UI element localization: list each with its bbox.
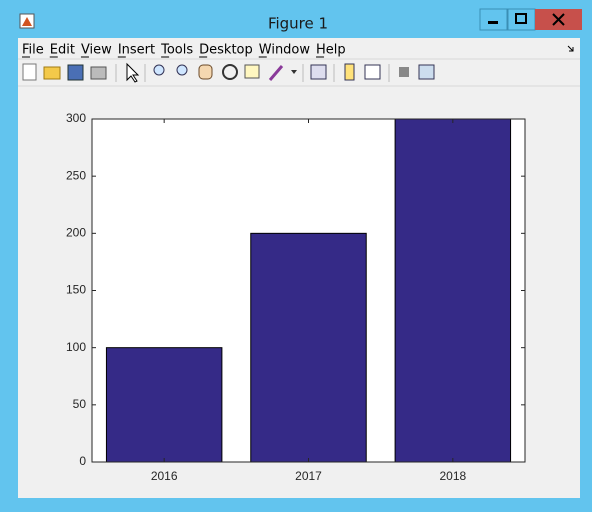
zoom-in-icon[interactable] <box>153 64 165 76</box>
y-tick-label: 50 <box>73 397 87 411</box>
colorbar-icon[interactable] <box>344 63 355 81</box>
legend-icon[interactable] <box>364 64 381 80</box>
menu-dock-arrow[interactable] <box>567 45 574 52</box>
close-glyph <box>552 13 565 26</box>
menu-item[interactable]: Window <box>259 43 311 58</box>
brush-dropdown[interactable] <box>291 70 297 74</box>
menu-item[interactable]: Help <box>316 43 346 58</box>
data-cursor-icon[interactable] <box>244 64 260 79</box>
maximize-glyph <box>515 13 527 24</box>
select-icon[interactable] <box>126 62 140 83</box>
maximize-button[interactable] <box>507 8 536 31</box>
pan-icon[interactable] <box>198 64 213 80</box>
open-icon[interactable] <box>43 66 61 80</box>
menu-item[interactable]: Tools <box>160 43 193 58</box>
x-tick-label: 2016 <box>151 469 178 483</box>
zoom-out-icon[interactable] <box>176 64 188 76</box>
x-tick-label: 2017 <box>295 469 322 483</box>
rotate-icon[interactable] <box>222 64 238 80</box>
y-tick-label: 0 <box>79 454 86 468</box>
menu-item[interactable]: Insert <box>118 43 155 58</box>
window-title: Figure 1 <box>268 15 328 33</box>
toolbar <box>22 62 435 83</box>
axes: 2016 2017 2018 0 50 100 150 200 250 300 <box>66 111 526 483</box>
y-tick-label: 200 <box>66 226 86 240</box>
menu-item[interactable]: Desktop <box>199 43 253 58</box>
menu-item[interactable]: File <box>22 43 44 58</box>
y-tick-label: 100 <box>66 340 86 354</box>
link-icon[interactable] <box>310 64 327 80</box>
app-icon-glyph <box>22 17 32 26</box>
save-icon[interactable] <box>67 64 84 81</box>
x-tick-label: 2018 <box>439 469 466 483</box>
bar <box>394 118 512 463</box>
menu-item[interactable]: Edit <box>50 43 75 58</box>
y-tick-label: 250 <box>66 168 86 182</box>
minimize-button[interactable] <box>479 8 508 31</box>
y-tick-label: 300 <box>66 111 86 125</box>
show-tools-icon[interactable] <box>418 64 435 80</box>
bar <box>105 347 223 463</box>
hide-tools-icon[interactable] <box>399 67 409 77</box>
new-icon[interactable] <box>22 63 37 81</box>
minimize-glyph <box>488 21 498 24</box>
brush-icon[interactable] <box>268 65 284 81</box>
window-controls[interactable] <box>479 8 582 31</box>
print-icon[interactable] <box>90 66 107 80</box>
menu-bar: File Edit View Insert Tools Desktop Window Help <box>22 43 346 58</box>
menu-item[interactable]: View <box>81 43 112 58</box>
axes-box <box>91 118 526 463</box>
bar <box>250 232 367 463</box>
y-tick-label: 150 <box>66 283 86 297</box>
